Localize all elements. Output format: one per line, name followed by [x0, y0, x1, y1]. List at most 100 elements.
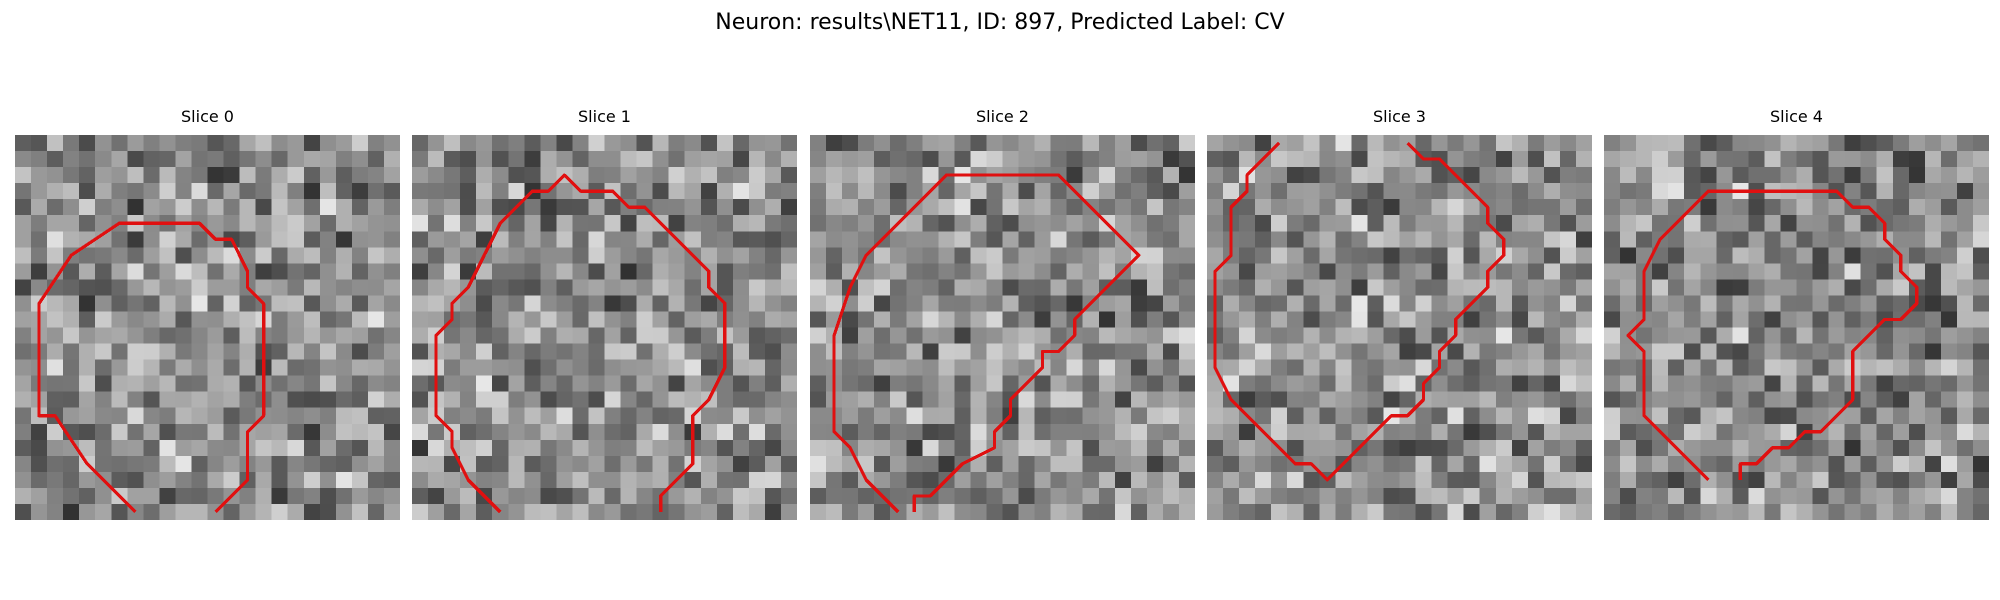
image-pixel	[1495, 375, 1512, 392]
image-pixel	[1066, 455, 1083, 472]
image-pixel	[15, 375, 32, 392]
image-pixel	[732, 407, 749, 424]
image-pixel	[143, 135, 160, 152]
image-pixel	[716, 503, 733, 520]
image-pixel	[970, 231, 987, 248]
image-pixel	[287, 455, 304, 472]
image-pixel	[1098, 503, 1115, 520]
image-pixel	[1972, 439, 1989, 456]
image-pixel	[1223, 135, 1240, 152]
image-pixel	[1082, 487, 1099, 504]
image-pixel	[47, 199, 64, 216]
image-pixel	[1335, 407, 1352, 424]
image-pixel	[1700, 135, 1717, 152]
image-pixel	[383, 199, 400, 216]
image-pixel	[143, 167, 160, 184]
image-pixel	[1956, 263, 1973, 280]
image-pixel	[1130, 423, 1147, 440]
image-pixel	[1940, 263, 1957, 280]
image-pixel	[1511, 167, 1528, 184]
image-pixel	[1431, 375, 1448, 392]
image-pixel	[1748, 391, 1765, 408]
image-pixel	[1972, 279, 1989, 296]
image-pixel	[1082, 391, 1099, 408]
image-pixel	[335, 375, 352, 392]
image-pixel	[1892, 151, 1909, 168]
image-pixel	[986, 487, 1003, 504]
image-pixel	[159, 407, 176, 424]
image-pixel	[954, 183, 971, 200]
image-pixel	[604, 279, 621, 296]
image-pixel	[367, 359, 384, 376]
image-pixel	[1876, 455, 1893, 472]
image-pixel	[524, 231, 541, 248]
image-pixel	[1972, 183, 1989, 200]
image-pixel	[1367, 263, 1384, 280]
image-pixel	[207, 167, 224, 184]
image-pixel	[1511, 231, 1528, 248]
image-pixel	[748, 279, 765, 296]
image-pixel	[31, 231, 48, 248]
image-pixel	[1335, 263, 1352, 280]
image-pixel	[858, 359, 875, 376]
image-pixel	[255, 167, 272, 184]
image-pixel	[938, 263, 955, 280]
image-pixel	[127, 327, 144, 344]
image-pixel	[842, 247, 859, 264]
image-pixel	[1431, 231, 1448, 248]
slice-title: Slice 2	[976, 107, 1029, 126]
image-pixel	[890, 407, 907, 424]
image-pixel	[1780, 327, 1797, 344]
image-pixel	[1082, 439, 1099, 456]
image-pixel	[63, 231, 80, 248]
image-pixel	[111, 503, 128, 520]
image-pixel	[1130, 199, 1147, 216]
image-pixel	[1239, 455, 1256, 472]
image-pixel	[1527, 263, 1544, 280]
image-pixel	[748, 183, 765, 200]
image-pixel	[271, 151, 288, 168]
image-pixel	[319, 391, 336, 408]
image-pixel	[1527, 135, 1544, 152]
image-pixel	[764, 343, 781, 360]
image-pixel	[1604, 327, 1621, 344]
image-pixel	[207, 391, 224, 408]
image-pixel	[460, 487, 477, 504]
image-pixel	[1956, 311, 1973, 328]
image-pixel	[540, 471, 557, 488]
image-pixel	[492, 135, 509, 152]
image-pixel	[1972, 423, 1989, 440]
image-pixel	[15, 471, 32, 488]
image-pixel	[668, 295, 685, 312]
image-pixel	[1668, 423, 1685, 440]
image-pixel	[858, 151, 875, 168]
image-pixel	[95, 423, 112, 440]
image-pixel	[444, 407, 461, 424]
image-pixel	[335, 295, 352, 312]
image-pixel	[874, 151, 891, 168]
image-pixel	[1223, 407, 1240, 424]
image-pixel	[1383, 327, 1400, 344]
image-pixel	[716, 231, 733, 248]
image-pixel	[524, 263, 541, 280]
image-pixel	[1223, 359, 1240, 376]
image-pixel	[986, 327, 1003, 344]
image-pixel	[460, 295, 477, 312]
image-pixel	[938, 327, 955, 344]
image-pixel	[1479, 455, 1496, 472]
image-pixel	[1447, 423, 1464, 440]
image-pixel	[1940, 247, 1957, 264]
image-pixel	[620, 231, 637, 248]
image-pixel	[143, 455, 160, 472]
image-pixel	[1146, 391, 1163, 408]
image-pixel	[1652, 327, 1669, 344]
image-pixel	[383, 215, 400, 232]
image-pixel	[287, 263, 304, 280]
image-pixel	[842, 487, 859, 504]
image-pixel	[1018, 327, 1035, 344]
image-pixel	[1303, 375, 1320, 392]
image-pixel	[1860, 231, 1877, 248]
image-pixel	[1543, 359, 1560, 376]
image-pixel	[319, 183, 336, 200]
image-pixel	[1876, 487, 1893, 504]
